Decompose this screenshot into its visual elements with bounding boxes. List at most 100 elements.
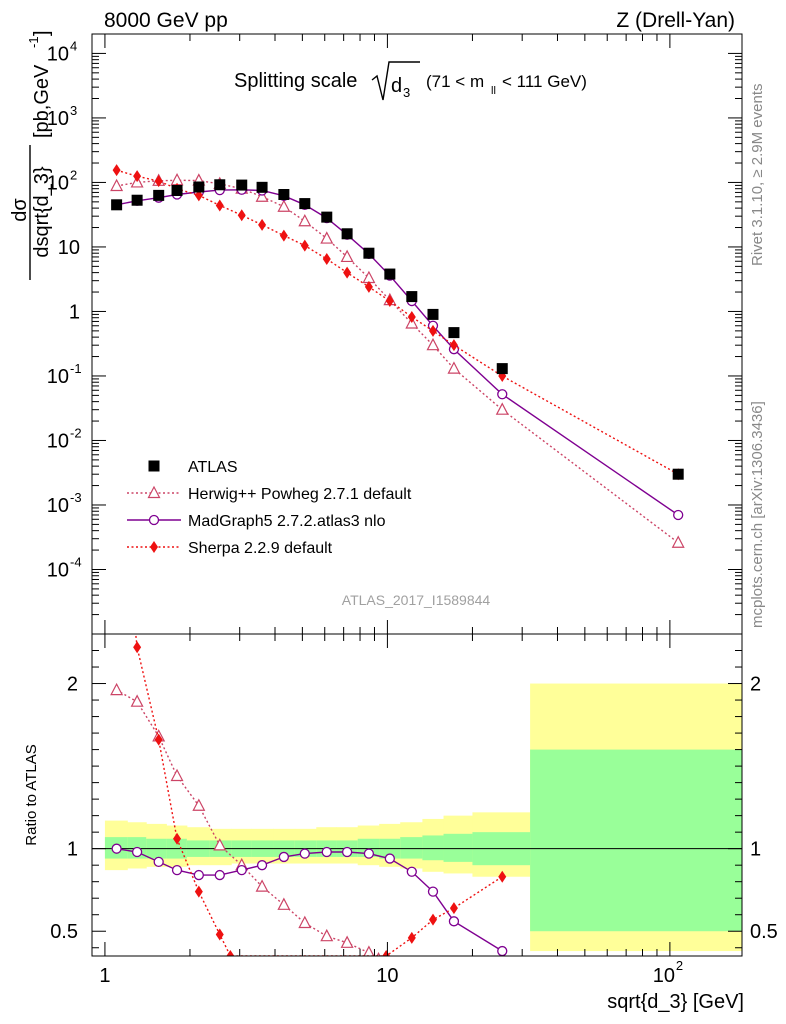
ratio-y-tick-label-right: 2	[750, 674, 761, 696]
mcplots-label: mcplots.cern.ch [arXiv:1306.3436]	[749, 401, 766, 628]
title-sub: 3	[403, 85, 410, 100]
point-atlas	[496, 363, 508, 375]
point-herwig	[320, 928, 334, 942]
point-sherpa	[385, 295, 394, 308]
analysis-id: ATLAS_2017_I1589844	[342, 592, 491, 608]
legend-label-herwig: Herwig++ Powheg 2.7.1 default	[188, 486, 412, 503]
point-atlas	[214, 179, 226, 191]
point-sherpa	[449, 339, 458, 352]
point-sherpa	[237, 209, 246, 222]
point-herwig	[255, 879, 269, 892]
y-tick-label-exp: -1	[70, 361, 82, 376]
point-madgraph	[321, 846, 332, 858]
point-atlas	[111, 199, 123, 211]
point-herwig	[363, 945, 375, 956]
point-atlas	[131, 194, 143, 206]
ratio-series-layer	[110, 446, 508, 956]
legend-item-sherpa: Sherpa 2.2.9 default	[127, 540, 333, 557]
legend-item-herwig: Herwig++ Powheg 2.7.1 default	[127, 485, 412, 503]
point-madgraph	[299, 848, 310, 859]
legend-label-sherpa: Sherpa 2.2.9 default	[188, 540, 333, 557]
point-sherpa	[154, 175, 163, 188]
point-madgraph	[236, 864, 247, 876]
y-tick-label: 10	[47, 366, 69, 388]
point-atlas	[363, 247, 375, 259]
ratio-y-tick-label: 0.5	[50, 921, 78, 943]
point-sherpa	[154, 733, 163, 746]
ylabel-unit: [pb,GeV	[31, 64, 53, 138]
series-sherpa	[112, 164, 683, 481]
point-sherpa	[343, 266, 352, 279]
point-herwig	[277, 897, 291, 910]
ratio-y-tick-label-right: 0.5	[750, 921, 778, 943]
point-herwig	[110, 682, 124, 696]
point-madgraph	[193, 869, 204, 881]
sqrt-sign-icon	[371, 61, 420, 101]
point-madgraph	[131, 846, 143, 858]
point-sherpa	[113, 446, 121, 458]
legend-label-madgraph: MadGraph5 2.7.2.atlas3 nlo	[188, 513, 386, 530]
point-herwig	[277, 199, 291, 212]
legend-marker-atlas	[148, 460, 160, 472]
legend-label-atlas: ATLAS	[188, 459, 238, 476]
ratio-y-tick-label: 1	[67, 839, 78, 861]
point-madgraph	[214, 869, 225, 881]
x-tick-label-exp: 2	[676, 958, 683, 973]
x-axis-label: sqrt{d_3} [GeV]	[607, 991, 744, 1013]
point-atlas	[256, 181, 268, 193]
main-ylabel: dσ dsqrt{d_3} [pb,GeV -1 ]	[9, 30, 53, 280]
point-sherpa	[112, 164, 121, 177]
point-sherpa	[133, 170, 142, 183]
series-atlas	[111, 179, 684, 480]
ratio-plot-frame	[91, 633, 743, 957]
y-tick-label-exp: 4	[70, 38, 77, 53]
y-tick-label: 10	[47, 430, 69, 452]
point-atlas	[341, 228, 353, 240]
point-madgraph	[497, 945, 508, 956]
ylabel-unit-end: ]	[31, 30, 53, 36]
band-inner	[422, 835, 445, 861]
point-herwig	[447, 361, 461, 374]
ylabel-num: dσ	[9, 198, 31, 222]
title-range-end: < 111 GeV)	[502, 72, 587, 91]
point-sherpa	[407, 311, 416, 324]
point-herwig	[320, 231, 334, 244]
point-herwig	[426, 337, 440, 351]
point-sherpa	[215, 199, 224, 212]
point-herwig	[340, 249, 354, 263]
point-sherpa	[215, 928, 224, 941]
point-sherpa	[428, 913, 437, 926]
main-series-layer	[110, 164, 685, 548]
point-herwig	[671, 535, 685, 548]
y-tick-label: 1	[69, 301, 80, 323]
y-tick-label-exp: -4	[70, 554, 82, 569]
point-madgraph	[497, 389, 508, 400]
point-herwig	[340, 935, 354, 948]
point-madgraph	[363, 848, 375, 859]
y-tick-label: 10	[58, 237, 80, 259]
chart-title: Splitting scale d 3 (71 < m ll < 111 GeV…	[234, 61, 587, 101]
series-sherpa	[113, 446, 507, 956]
rivet-label: Rivet 3.1.10, ≥ 2.9M events	[749, 84, 766, 267]
point-madgraph	[153, 856, 164, 868]
ratio-y-tick-label-right: 1	[750, 839, 761, 861]
title-main: Splitting scale	[234, 70, 357, 92]
legend-item-atlas: ATLAS	[148, 459, 238, 476]
series-line-sherpa	[135, 634, 503, 956]
point-atlas	[171, 184, 183, 196]
point-atlas	[236, 179, 248, 191]
legend-marker-sherpa	[150, 541, 158, 553]
series-madgraph	[111, 843, 508, 956]
y-tick-label-exp: -2	[70, 425, 82, 440]
legend-item-madgraph: MadGraph5 2.7.2.atlas3 nlo	[127, 513, 386, 530]
point-herwig	[255, 189, 269, 202]
x-tick-label: 1	[99, 965, 110, 987]
point-sherpa	[322, 253, 331, 266]
point-sherpa	[173, 832, 182, 845]
point-sherpa	[133, 641, 142, 654]
point-sherpa	[407, 931, 416, 944]
point-madgraph	[171, 864, 183, 876]
series-line-sherpa	[116, 169, 679, 475]
